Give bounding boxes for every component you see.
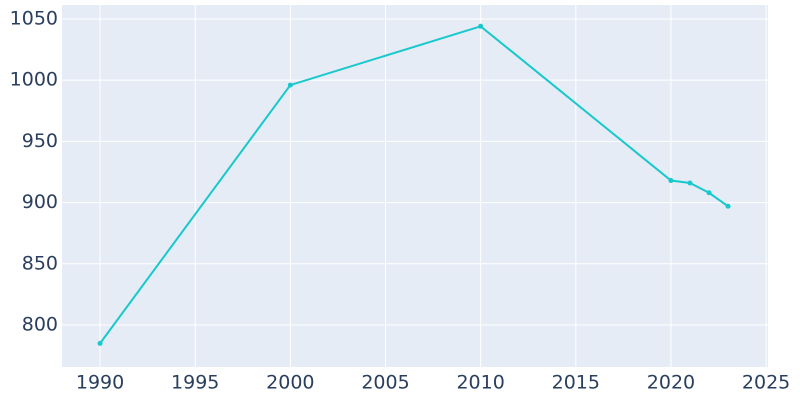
data-point [706, 190, 712, 196]
y-tick-label: 800 [22, 314, 58, 336]
x-tick-label: 1990 [76, 372, 124, 394]
data-point [97, 340, 103, 346]
y-tick-label: 1050 [10, 7, 58, 29]
data-point [478, 23, 484, 29]
y-tick-label: 900 [22, 191, 58, 213]
data-point [687, 180, 693, 186]
x-tick-label: 2000 [266, 372, 314, 394]
y-tick-label: 950 [22, 130, 58, 152]
y-tick-label: 1000 [10, 69, 58, 91]
x-tick-label: 2020 [647, 372, 695, 394]
data-point [287, 82, 293, 88]
y-tick-label: 850 [22, 252, 58, 274]
x-tick-label: 2005 [361, 372, 409, 394]
x-tick-label: 2015 [552, 372, 600, 394]
x-tick-label: 1995 [171, 372, 219, 394]
data-point [725, 203, 731, 209]
x-tick-label: 2010 [456, 372, 504, 394]
x-tick-label: 2025 [742, 372, 790, 394]
data-point [668, 178, 674, 184]
plot-area [62, 5, 768, 367]
